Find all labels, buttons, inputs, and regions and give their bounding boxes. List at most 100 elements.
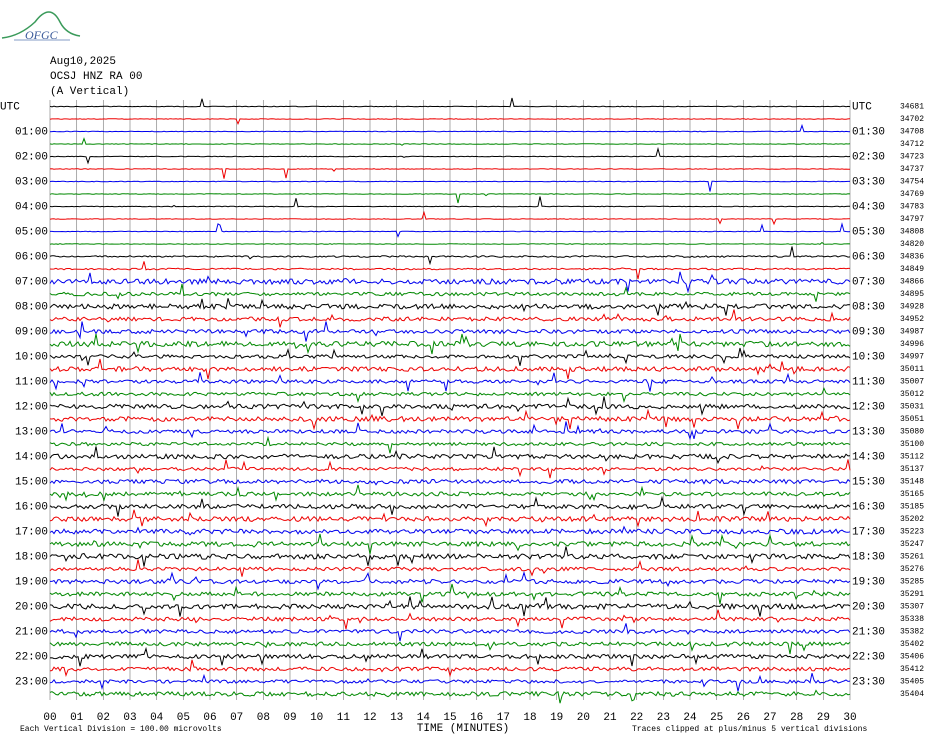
trace-count: 34820 bbox=[900, 240, 924, 249]
left-time-label: UTC bbox=[0, 101, 20, 113]
trace-count: 34987 bbox=[900, 328, 924, 337]
trace bbox=[49, 495, 851, 517]
right-time-label: 17:30 bbox=[852, 526, 885, 538]
x-tick-label: 27 bbox=[763, 712, 776, 724]
x-tick-label: 03 bbox=[123, 712, 136, 724]
left-time-label: 20:00 bbox=[15, 601, 48, 613]
trace bbox=[49, 396, 851, 417]
trace bbox=[49, 372, 851, 392]
x-tick-label: 30 bbox=[843, 712, 856, 724]
trace bbox=[49, 673, 851, 692]
x-tick-label: 16 bbox=[470, 712, 483, 724]
left-time-label: 15:00 bbox=[15, 476, 48, 488]
x-tick-label: 17 bbox=[497, 712, 510, 724]
trace-count: 35338 bbox=[900, 615, 924, 624]
clip-note: Traces clipped at plus/minus 5 vertical … bbox=[632, 725, 867, 734]
trace-count: 34808 bbox=[900, 228, 924, 237]
trace bbox=[49, 559, 851, 577]
left-time-label: 18:00 bbox=[15, 551, 48, 563]
x-tick-label: 09 bbox=[283, 712, 296, 724]
x-tick-label: 19 bbox=[550, 712, 563, 724]
trace bbox=[49, 609, 851, 630]
x-tick-label: 20 bbox=[577, 712, 590, 724]
trace-count: 35011 bbox=[900, 365, 924, 374]
x-tick-label: 18 bbox=[523, 712, 536, 724]
left-time-label: 16:00 bbox=[15, 501, 48, 513]
trace-count: 34712 bbox=[900, 140, 924, 149]
trace-count: 35404 bbox=[900, 690, 924, 699]
trace-count: 34702 bbox=[900, 115, 924, 124]
trace bbox=[49, 596, 851, 617]
left-time-label: 22:00 bbox=[15, 651, 48, 663]
trace bbox=[49, 689, 851, 704]
station: OCSJ HNZ RA 00 bbox=[50, 71, 142, 83]
logo: OFGC bbox=[1, 11, 81, 42]
traces bbox=[49, 97, 851, 704]
trace-count: 34895 bbox=[900, 290, 924, 299]
logo-text: OFGC bbox=[25, 28, 59, 42]
right-time-label: 10:30 bbox=[852, 351, 885, 363]
trace bbox=[49, 118, 851, 125]
trace-count: 34797 bbox=[900, 215, 924, 224]
trace-count: 35402 bbox=[900, 640, 924, 649]
trace bbox=[50, 570, 851, 591]
x-tick-label: 10 bbox=[310, 712, 323, 724]
trace bbox=[49, 659, 851, 678]
trace-count: 35007 bbox=[900, 378, 924, 387]
trace-count: 34708 bbox=[900, 128, 924, 137]
grid bbox=[49, 100, 851, 700]
trace bbox=[49, 459, 851, 479]
trace bbox=[49, 358, 851, 380]
trace-count: 34952 bbox=[900, 315, 924, 324]
trace bbox=[49, 196, 850, 208]
trace-count: 35382 bbox=[900, 628, 924, 637]
trace-count: 35080 bbox=[900, 428, 924, 437]
trace-count: 34928 bbox=[900, 303, 924, 312]
trace bbox=[49, 283, 851, 302]
logo-curve bbox=[1, 11, 81, 39]
right-time-label: 11:30 bbox=[852, 376, 885, 388]
trace bbox=[49, 446, 851, 465]
trace-count: 34783 bbox=[900, 203, 924, 212]
trace bbox=[49, 241, 851, 245]
left-time-label: 07:00 bbox=[15, 276, 48, 288]
trace-count: 34866 bbox=[900, 278, 924, 287]
trace bbox=[49, 421, 851, 441]
right-time-label: UTC bbox=[852, 101, 872, 113]
x-tick-label: 02 bbox=[97, 712, 110, 724]
trace bbox=[49, 525, 851, 536]
right-time-label: 19:30 bbox=[852, 576, 885, 588]
trace-count: 35012 bbox=[900, 390, 924, 399]
trace-count: 34997 bbox=[900, 353, 924, 362]
right-time-label: 22:30 bbox=[852, 651, 885, 663]
x-tick-label: 01 bbox=[70, 712, 84, 724]
trace-count: 35202 bbox=[900, 515, 924, 524]
trace bbox=[49, 261, 850, 280]
left-time-label: 08:00 bbox=[15, 301, 48, 313]
left-time-label: 14:00 bbox=[15, 451, 48, 463]
trace-count: 35100 bbox=[900, 440, 924, 449]
trace-count: 34723 bbox=[900, 153, 924, 162]
x-tick-label: 15 bbox=[443, 712, 456, 724]
trace-count: 35291 bbox=[900, 590, 924, 599]
x-tick-label: 00 bbox=[43, 712, 56, 724]
trace bbox=[49, 309, 851, 328]
right-time-label: 05:30 bbox=[852, 226, 885, 238]
trace-count: 35031 bbox=[900, 403, 924, 412]
trace bbox=[49, 137, 851, 146]
trace-count: 34737 bbox=[900, 165, 924, 174]
right-time-label: 18:30 bbox=[852, 551, 885, 563]
right-time-label: 13:30 bbox=[852, 426, 885, 438]
x-tick-label: 28 bbox=[790, 712, 803, 724]
left-time-label: 11:00 bbox=[15, 376, 48, 388]
trace-count: 35307 bbox=[900, 603, 924, 612]
trace-count: 34681 bbox=[900, 103, 924, 112]
trace bbox=[49, 347, 851, 366]
trace bbox=[49, 478, 851, 486]
trace bbox=[49, 333, 851, 355]
left-time-label: 21:00 bbox=[15, 626, 48, 638]
trace-count: 35276 bbox=[900, 565, 924, 574]
x-tick-label: 04 bbox=[150, 712, 164, 724]
trace bbox=[49, 641, 851, 655]
trace bbox=[49, 321, 851, 342]
